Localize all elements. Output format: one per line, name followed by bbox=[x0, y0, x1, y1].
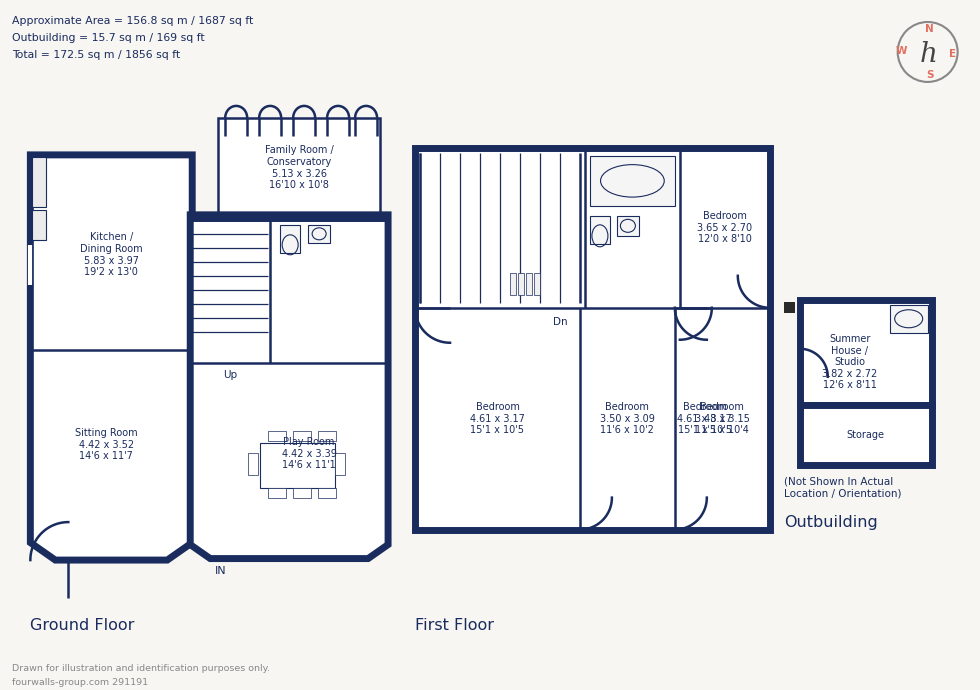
Bar bbox=[318, 488, 336, 497]
Bar bbox=[510, 273, 516, 295]
Bar bbox=[219, 118, 380, 218]
Text: Play Room
4.42 x 3.39
14'6 x 11'1: Play Room 4.42 x 3.39 14'6 x 11'1 bbox=[281, 437, 336, 471]
Text: First Floor: First Floor bbox=[416, 618, 494, 633]
Bar bbox=[280, 225, 300, 253]
Text: fourwalls-group.com 291191: fourwalls-group.com 291191 bbox=[13, 678, 149, 687]
Bar bbox=[526, 273, 532, 295]
Bar bbox=[269, 431, 286, 441]
Text: Ground Floor: Ground Floor bbox=[30, 618, 134, 633]
Text: (Not Shown In Actual
Location / Orientation): (Not Shown In Actual Location / Orientat… bbox=[784, 477, 902, 498]
Text: Family Room /
Conservatory
5.13 x 3.26
16'10 x 10'8: Family Room / Conservatory 5.13 x 3.26 1… bbox=[265, 146, 333, 190]
Bar bbox=[890, 305, 928, 333]
Bar bbox=[318, 431, 336, 441]
Bar bbox=[32, 210, 46, 240]
Bar bbox=[784, 302, 795, 313]
Bar bbox=[308, 225, 330, 243]
Text: IN: IN bbox=[215, 566, 226, 575]
Text: Bedroom
4.61 x 3.17
15'1 x 10'5: Bedroom 4.61 x 3.17 15'1 x 10'5 bbox=[677, 402, 732, 435]
Text: Bedroom
3.65 x 2.70
12'0 x 8'10: Bedroom 3.65 x 2.70 12'0 x 8'10 bbox=[697, 211, 753, 244]
Bar bbox=[416, 148, 769, 530]
Text: W: W bbox=[896, 46, 907, 56]
Text: Summer
House /
Studio
3.82 x 2.72
12'6 x 8'11: Summer House / Studio 3.82 x 2.72 12'6 x… bbox=[822, 334, 877, 391]
Text: h: h bbox=[919, 41, 938, 68]
Bar bbox=[293, 488, 311, 497]
Text: Bedroom
4.61 x 3.17
15'1 x 10'5: Bedroom 4.61 x 3.17 15'1 x 10'5 bbox=[470, 402, 525, 435]
Text: Outbuilding: Outbuilding bbox=[784, 515, 877, 530]
Bar bbox=[248, 453, 258, 475]
Bar bbox=[260, 443, 335, 488]
Bar bbox=[800, 405, 932, 464]
Bar bbox=[616, 216, 639, 236]
Text: E: E bbox=[949, 49, 956, 59]
Bar bbox=[32, 157, 46, 207]
Text: Approximate Area = 156.8 sq m / 1687 sq ft: Approximate Area = 156.8 sq m / 1687 sq … bbox=[13, 16, 254, 26]
Bar bbox=[518, 273, 524, 295]
Polygon shape bbox=[30, 155, 192, 560]
Text: S: S bbox=[926, 70, 933, 80]
Bar bbox=[335, 453, 345, 475]
Text: Outbuilding = 15.7 sq m / 169 sq ft: Outbuilding = 15.7 sq m / 169 sq ft bbox=[13, 33, 205, 43]
Text: Up: Up bbox=[223, 370, 237, 380]
Text: Bedroom
3.48 x 3.15
11'5 x 10'4: Bedroom 3.48 x 3.15 11'5 x 10'4 bbox=[695, 402, 750, 435]
Bar bbox=[293, 431, 311, 441]
Bar bbox=[590, 156, 675, 206]
Text: Total = 172.5 sq m / 1856 sq ft: Total = 172.5 sq m / 1856 sq ft bbox=[13, 50, 180, 60]
Bar bbox=[800, 299, 932, 405]
Text: Dn: Dn bbox=[553, 317, 567, 327]
Polygon shape bbox=[190, 215, 388, 559]
Text: Storage: Storage bbox=[847, 430, 885, 440]
Bar bbox=[269, 488, 286, 497]
Text: Drawn for illustration and identification purposes only.: Drawn for illustration and identificatio… bbox=[13, 664, 270, 673]
Bar bbox=[590, 216, 610, 244]
Text: Kitchen /
Dining Room
5.83 x 3.97
19'2 x 13'0: Kitchen / Dining Room 5.83 x 3.97 19'2 x… bbox=[80, 233, 143, 277]
Text: Sitting Room
4.42 x 3.52
14'6 x 11'7: Sitting Room 4.42 x 3.52 14'6 x 11'7 bbox=[75, 428, 137, 461]
Text: N: N bbox=[925, 24, 934, 34]
Text: Bedroom
3.50 x 3.09
11'6 x 10'2: Bedroom 3.50 x 3.09 11'6 x 10'2 bbox=[600, 402, 655, 435]
Bar bbox=[534, 273, 540, 295]
